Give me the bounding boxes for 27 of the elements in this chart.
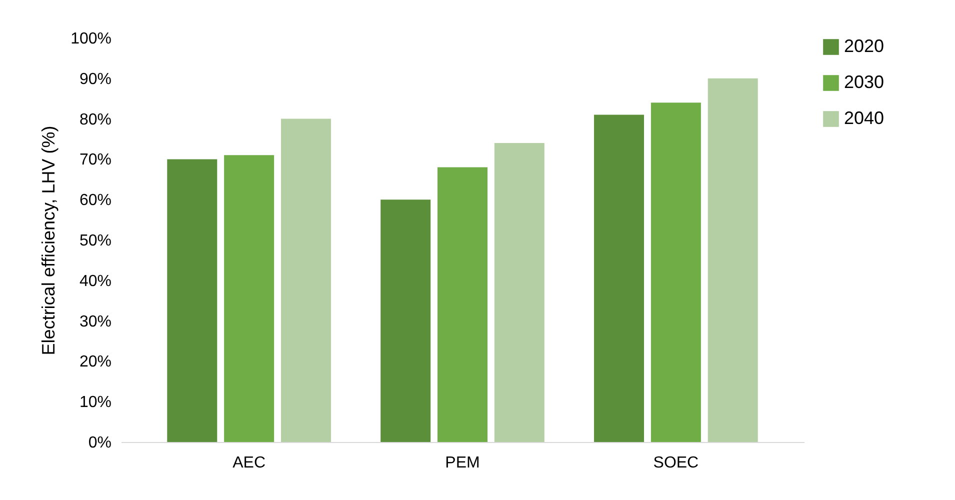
bar — [280, 118, 331, 442]
y-tick-label: 80% — [79, 111, 112, 128]
bar — [167, 159, 218, 442]
x-tick-label: SOEC — [653, 454, 699, 472]
y-tick-label: 60% — [79, 192, 112, 210]
y-tick-label: 0% — [88, 434, 112, 452]
bar — [594, 114, 644, 442]
bar — [708, 78, 758, 442]
y-tick-label: 10% — [79, 394, 112, 412]
bar — [438, 167, 488, 442]
bar — [380, 200, 431, 442]
y-tick-label: 40% — [79, 272, 112, 290]
y-tick-label: 70% — [79, 152, 112, 169]
bar — [224, 155, 274, 442]
y-tick-label: 20% — [79, 354, 112, 371]
x-tick-label: AEC — [232, 454, 266, 472]
y-tick-label: 100% — [70, 30, 112, 48]
bar — [650, 102, 701, 442]
legend-label: 2020 — [844, 36, 884, 56]
y-axis-title: Electrical efficiency, LHV (%) — [38, 126, 59, 356]
x-tick-label: PEM — [445, 454, 480, 472]
legend-label: 2030 — [844, 72, 884, 92]
y-tick-label: 90% — [79, 70, 112, 88]
y-tick-label: 50% — [79, 232, 112, 250]
y-tick-label: 30% — [79, 313, 112, 330]
bar — [494, 143, 544, 442]
legend-label: 2040 — [844, 108, 884, 128]
